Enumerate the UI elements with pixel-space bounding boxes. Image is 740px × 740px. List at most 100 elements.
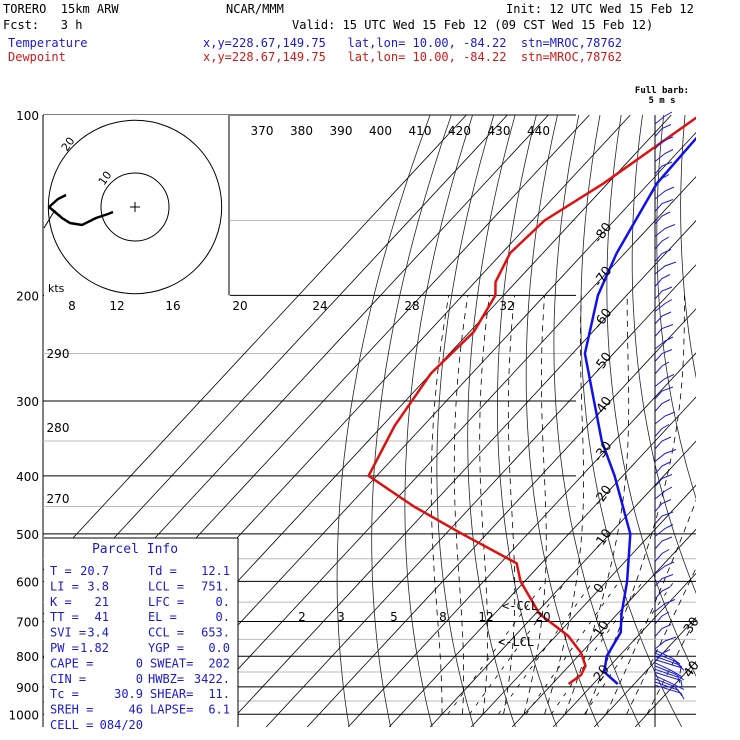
mixing-ratio-label: 2 — [298, 610, 306, 624]
wind-barb — [654, 149, 674, 162]
hodo-speed-label: 8 — [68, 299, 76, 313]
theta-label: 370 — [251, 124, 274, 138]
wind-barb — [654, 671, 683, 687]
theta-label: 400 — [369, 124, 392, 138]
moist-adiabat — [585, 295, 685, 715]
wind-barb — [654, 174, 670, 187]
wind-barb — [654, 111, 673, 125]
pressure-tick-label: 100 — [16, 109, 39, 123]
parcel-value: 6.1 — [208, 703, 230, 717]
mixing-ratio-label: 8 — [439, 610, 447, 624]
parcel-value: 46 — [129, 703, 143, 717]
wind-barb — [654, 249, 672, 262]
lcl-annotation: <-LCL — [498, 635, 534, 649]
parcel-key: CAPE = — [50, 656, 93, 670]
parcel-value: 12.1 — [201, 564, 230, 578]
header-fcst: Fcst: 3 h — [3, 18, 83, 32]
wind-barb — [654, 586, 671, 600]
wind-barb — [654, 286, 673, 300]
parcel-key: PW = — [50, 641, 79, 655]
wind-barb — [654, 349, 673, 362]
mixing-ratio-line — [447, 581, 546, 715]
parcel-key: EL = — [148, 610, 177, 624]
wind-barb — [654, 324, 674, 337]
temperature-tick-label: 20 — [591, 662, 613, 684]
dry-adiabat — [525, 115, 599, 727]
parcel-value: 11. — [208, 687, 230, 701]
isotherm-line — [43, 115, 508, 615]
parcel-value: 0 — [136, 672, 143, 686]
isotherm-line — [347, 352, 696, 727]
parcel-key: LI = — [50, 579, 79, 593]
wind-barb — [654, 199, 674, 212]
wind-barb — [654, 574, 674, 587]
wind-barb — [654, 436, 672, 450]
wind-barb — [654, 611, 670, 625]
parcel-key: LAPSE= — [150, 703, 193, 717]
dewpoint-profile — [367, 116, 696, 686]
wind-barb — [654, 461, 671, 475]
parcel-key: SHEAR= — [150, 687, 193, 701]
pressure-tick-label: 400 — [16, 470, 39, 484]
isotherm-line — [511, 528, 696, 727]
isotherm-line — [265, 264, 696, 727]
parcel-value: 202 — [208, 656, 230, 670]
theta-label: 380 — [290, 124, 313, 138]
dewpoint-location: x,y=228.67,149.75 lat,lon= 10.00, -84.22… — [203, 50, 623, 64]
hodo-speed-label: 20 — [232, 299, 247, 313]
legend-temperature: Temperature — [8, 36, 88, 50]
pressure-tick-label: 500 — [16, 528, 39, 542]
parcel-value: 0 — [136, 656, 143, 670]
temperature-tick-label: -20 — [591, 483, 615, 509]
wind-barb — [654, 511, 674, 525]
wind-barb — [654, 399, 671, 412]
parcel-key: LCL = — [148, 579, 184, 593]
moist-adiabat — [479, 295, 490, 715]
dry-adiabat — [726, 115, 740, 727]
hodograph-trace — [48, 193, 67, 208]
ccl-annotation: <-CCL — [502, 599, 538, 613]
temperature-tick-label: 40 — [681, 658, 703, 680]
hodo-speed-label: 32 — [499, 299, 514, 313]
pressure-tick-label: 200 — [16, 289, 39, 303]
parcel-value: 20.7 — [80, 564, 109, 578]
wind-barb — [654, 655, 685, 671]
header-valid: Valid: 15 UTC Wed 15 Feb 12 (09 CST Wed … — [292, 18, 654, 32]
parcel-value: 751. — [201, 579, 230, 593]
wind-barb — [654, 561, 675, 575]
parcel-key: HWBZ= — [148, 672, 184, 686]
parcel-value: 30.9 — [114, 687, 143, 701]
wind-barb — [654, 124, 672, 137]
theta-label: 390 — [330, 124, 353, 138]
wind-barb — [654, 186, 675, 200]
wind-barb — [654, 524, 674, 537]
wind-barb — [654, 261, 677, 275]
isotherm-line — [634, 661, 696, 727]
theta-label: 290 — [47, 347, 70, 361]
parcel-key: LFC = — [148, 595, 184, 609]
parcel-key: K = — [50, 595, 72, 609]
header-model: TORERO 15km ARW — [3, 2, 119, 16]
wind-barb — [654, 424, 670, 437]
wind-barb — [654, 549, 670, 562]
isotherm-line — [43, 115, 467, 571]
barb-units: 5 m s — [648, 96, 675, 106]
mixing-ratio-line — [525, 581, 620, 715]
moist-adiabat — [523, 295, 547, 715]
wind-barb — [654, 224, 676, 237]
wind-barb — [654, 624, 672, 637]
hodo-speed-label: 12 — [109, 299, 124, 313]
temperature-tick-label: -50 — [591, 350, 615, 376]
dry-adiabat — [497, 115, 558, 727]
theta-label: 280 — [47, 421, 70, 435]
parcel-value: 3.8 — [87, 579, 109, 593]
isotherm-line — [429, 440, 696, 727]
parcel-value: 3.4 — [87, 626, 109, 640]
dry-adiabat — [404, 115, 473, 727]
parcel-value: 653. — [201, 626, 230, 640]
temperature-tick-label: 30 — [681, 615, 703, 637]
wind-barb — [654, 336, 674, 350]
theta-label: 430 — [488, 124, 511, 138]
parcel-key: CIN = — [50, 672, 86, 686]
wind-barb — [654, 211, 671, 225]
